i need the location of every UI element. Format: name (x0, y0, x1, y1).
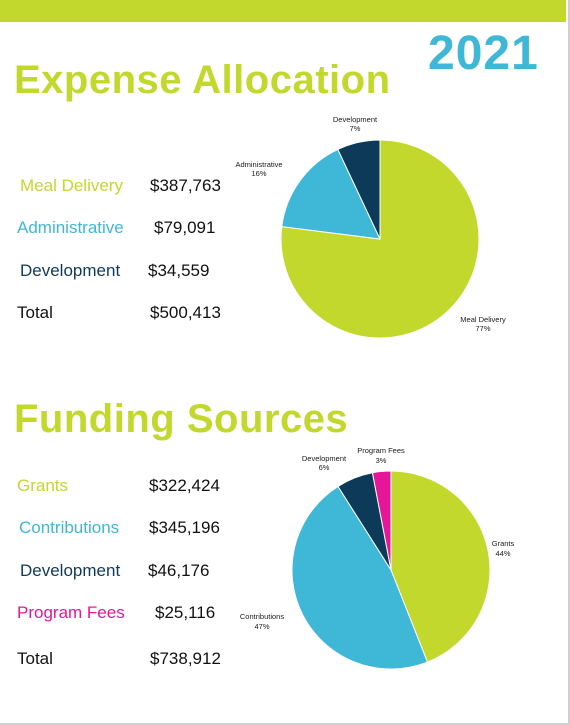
funding-value-total: $738,912 (150, 649, 221, 668)
funding-pie-label-grants: Grants (492, 539, 515, 548)
funding-sources-title: Funding Sources (14, 397, 349, 441)
expense-value-administrative: $79,091 (154, 218, 216, 237)
funding-label-program-fees: Program Fees (17, 603, 125, 622)
funding-pie-percent-contributions: 47% (254, 622, 269, 631)
funding-label-contributions: Contributions (19, 518, 120, 537)
expense-label-total: Total (17, 303, 53, 322)
expense-pie-label-development: Development (333, 115, 378, 124)
expense-pie-slice-development (337, 139, 381, 240)
funding-value-grants: $322,424 (149, 476, 220, 495)
funding-pie-slice-program-fees (371, 470, 392, 571)
funding-pie-percent-program-fees: 3% (376, 456, 387, 465)
funding-pie-slice-contributions (291, 485, 429, 670)
expense-pie-percent-meal-delivery: 77% (475, 324, 490, 333)
expense-pie-percent-development: 7% (350, 124, 361, 133)
expense-label-meal-delivery: Meal Delivery (20, 176, 123, 195)
expense-value-meal-delivery: $387,763 (150, 176, 221, 195)
funding-pie-label-contributions: Contributions (240, 612, 284, 621)
funding-pie-percent-grants: 44% (495, 549, 510, 558)
funding-value-program-fees: $25,116 (155, 603, 216, 622)
funding-pie-label-program-fees: Program Fees (357, 446, 405, 455)
funding-value-contributions: $345,196 (149, 518, 220, 537)
expense-pie-label-administrative: Administrative (235, 160, 282, 169)
year-heading: 2021 (428, 27, 539, 80)
funding-label-total: Total (17, 649, 53, 668)
expense-value-development: $34,559 (148, 261, 210, 280)
funding-label-development: Development (20, 561, 121, 580)
expense-pie-percent-administrative: 16% (251, 169, 266, 178)
expense-label-development: Development (20, 261, 121, 280)
funding-label-grants: Grants (17, 476, 69, 495)
top-accent-bar (0, 0, 566, 22)
funding-pie-slice-grants (390, 470, 491, 663)
expense-pie-label-meal-delivery: Meal Delivery (460, 315, 506, 324)
expense-value-total: $500,413 (150, 303, 221, 322)
expense-label-administrative: Administrative (17, 218, 124, 237)
funding-value-development: $46,176 (148, 561, 210, 580)
funding-pie-label-development: Development (302, 454, 347, 463)
expense-allocation-title: Expense Allocation (14, 58, 391, 102)
expense-pie-slice-administrative (281, 148, 381, 240)
funding-pie-percent-development: 6% (319, 463, 330, 472)
